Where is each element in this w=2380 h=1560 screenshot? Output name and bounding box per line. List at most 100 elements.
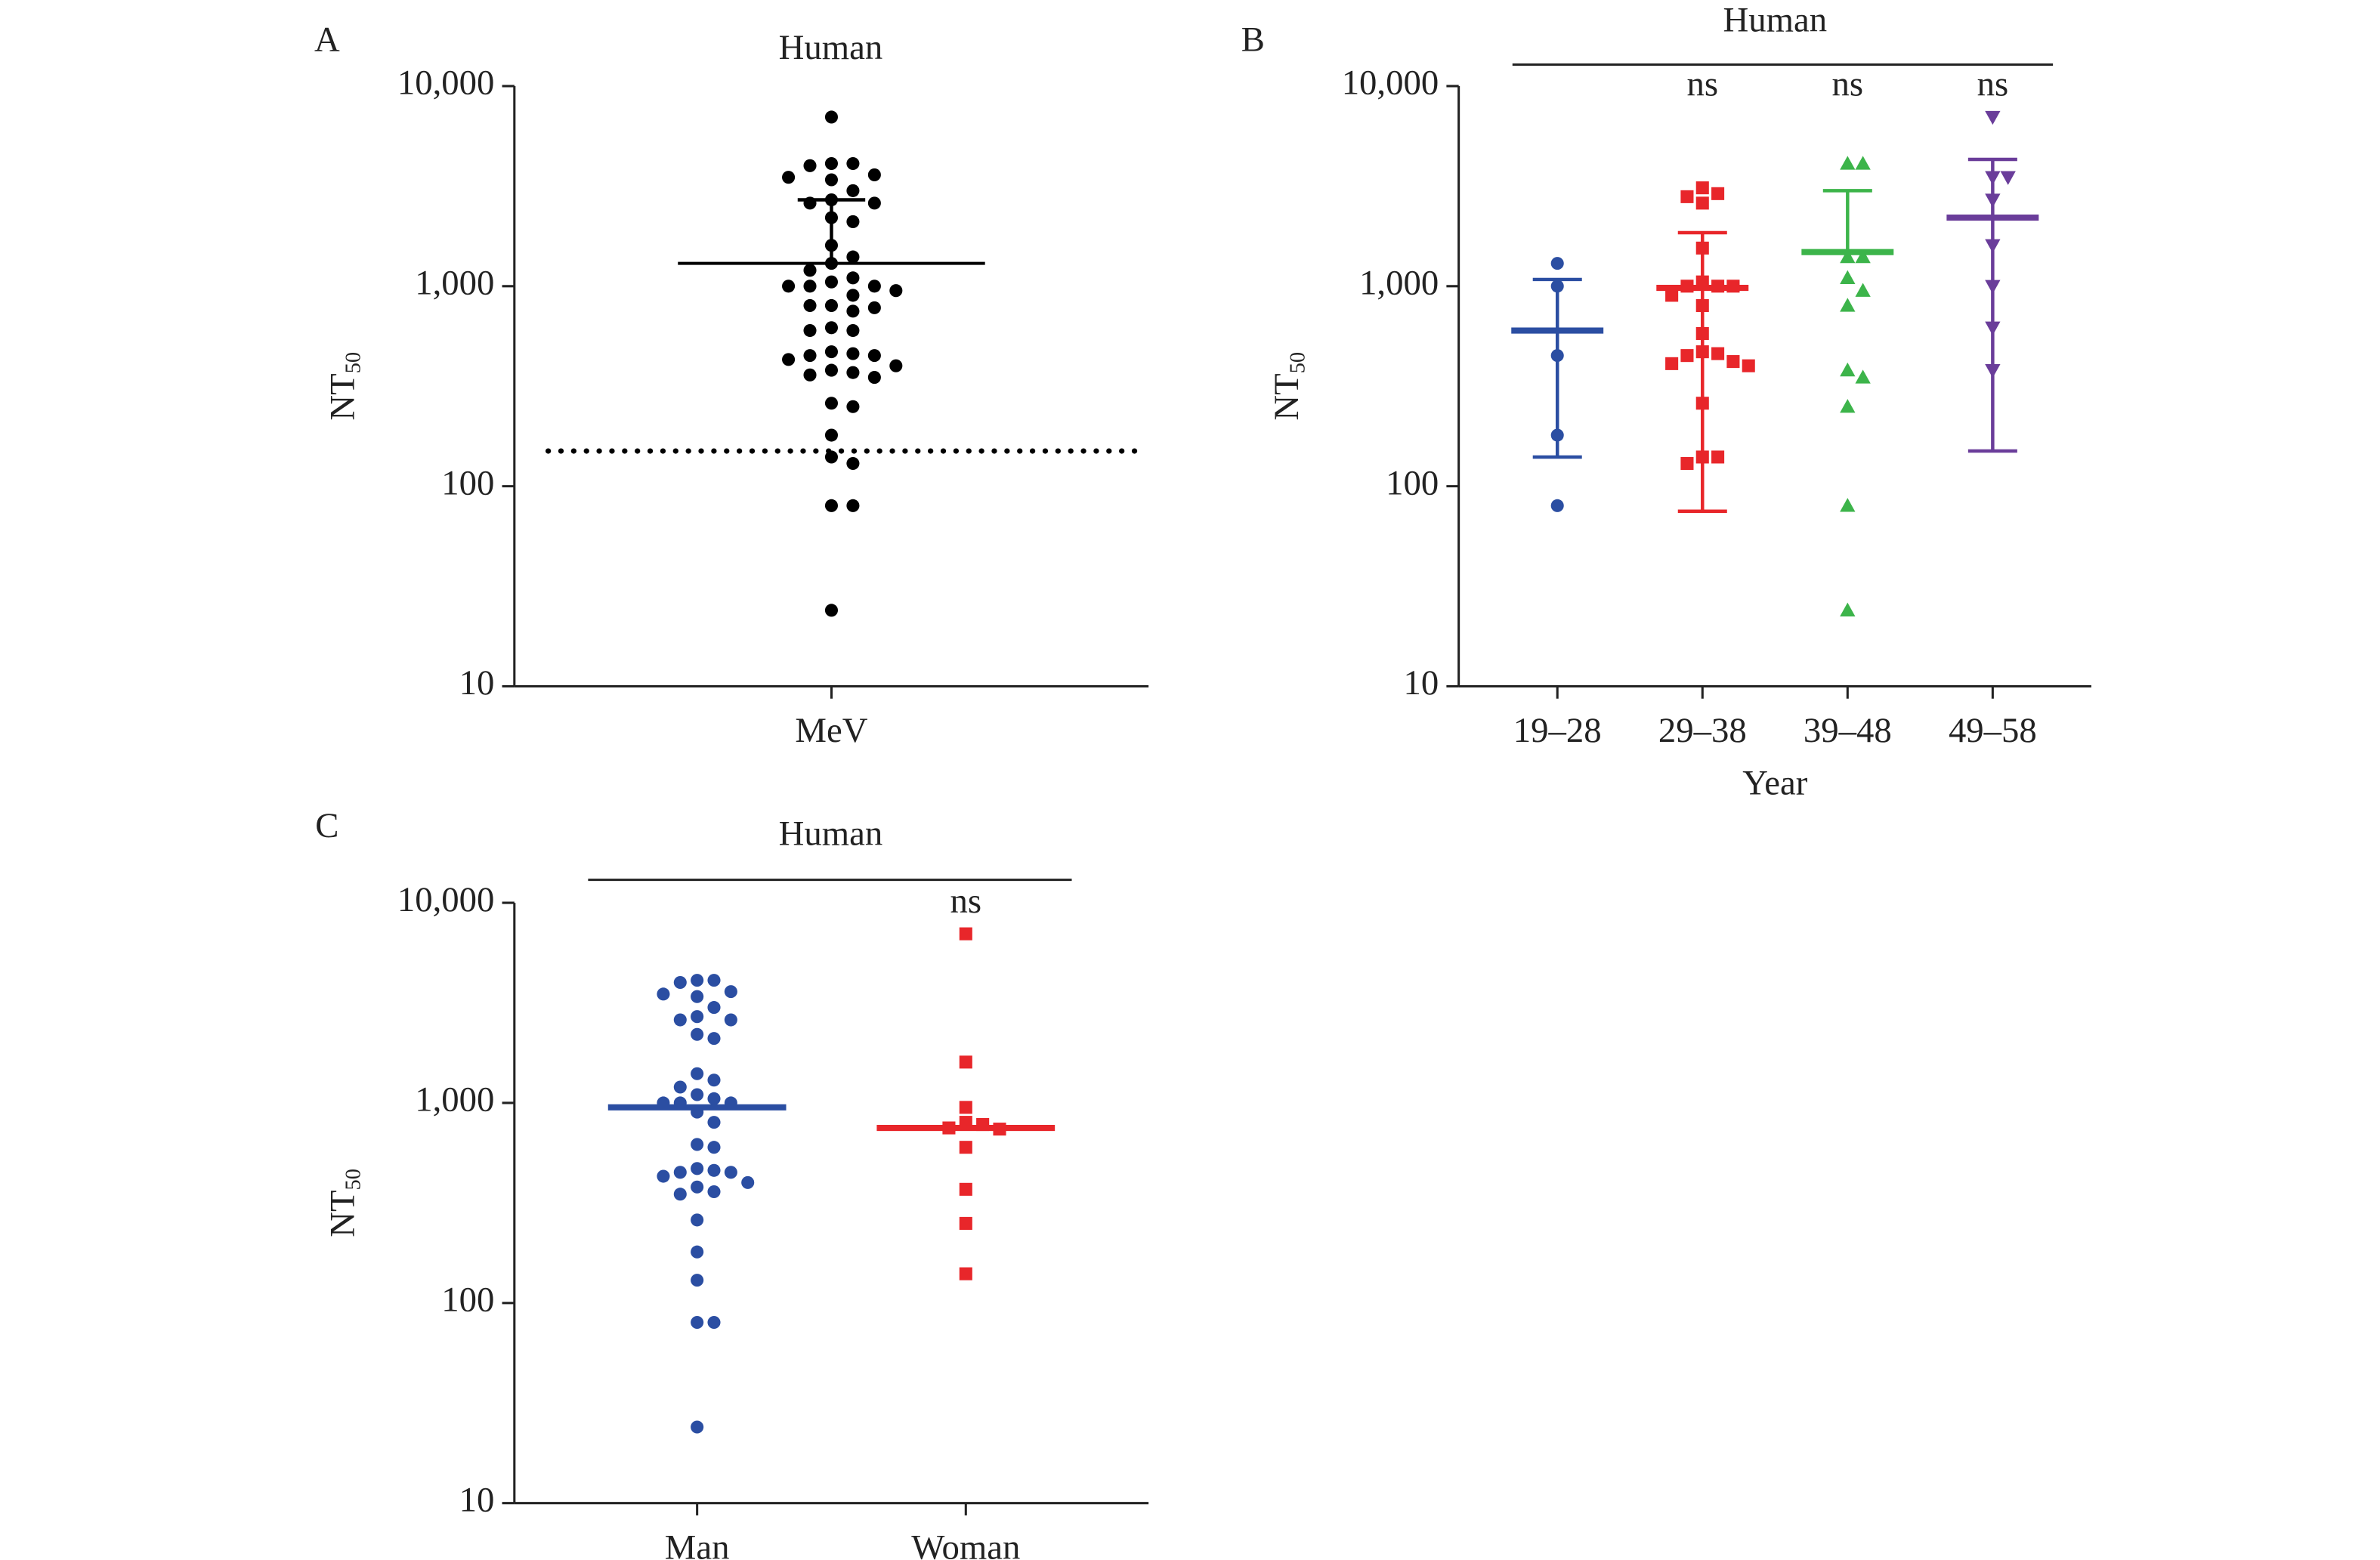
data-point xyxy=(691,1420,704,1434)
data-point xyxy=(1855,283,1871,297)
data-point xyxy=(707,1001,721,1015)
data-point xyxy=(724,985,737,999)
significance-label: ns xyxy=(950,882,982,921)
data-point xyxy=(1695,241,1709,255)
y-tick-label: 10 xyxy=(1403,663,1439,703)
data-point xyxy=(707,1032,721,1046)
data-point xyxy=(824,275,839,289)
data-point xyxy=(691,1010,704,1024)
data-point xyxy=(1695,298,1709,312)
data-point xyxy=(846,215,860,228)
data-point xyxy=(824,211,839,224)
data-point xyxy=(1840,498,1856,512)
data-point xyxy=(673,1188,687,1201)
data-point xyxy=(707,1141,721,1154)
data-point xyxy=(724,1166,737,1179)
data-point xyxy=(1711,187,1725,200)
significance-label: ns xyxy=(1832,65,1864,104)
data-point xyxy=(846,324,860,338)
data-point xyxy=(1550,428,1564,442)
data-point xyxy=(824,428,839,442)
data-point xyxy=(1840,362,1856,377)
data-point xyxy=(1840,270,1856,284)
data-point xyxy=(846,347,860,360)
data-point xyxy=(846,366,860,379)
data-point xyxy=(673,1080,687,1094)
data-point xyxy=(846,271,860,285)
panel-label: B xyxy=(1241,20,1265,60)
panel-title: Human xyxy=(779,28,883,67)
data-point xyxy=(1711,450,1725,464)
data-point xyxy=(846,250,860,264)
data-point xyxy=(741,1175,755,1189)
y-axis-label: NT50 xyxy=(323,1169,365,1237)
y-tick-label: 10,000 xyxy=(397,880,495,919)
data-point xyxy=(824,345,839,359)
x-axis-label: Year xyxy=(1742,763,1808,802)
data-point xyxy=(1840,249,1856,264)
data-point xyxy=(691,1162,704,1175)
data-point xyxy=(824,321,839,335)
panel-label: C xyxy=(315,806,338,845)
data-point xyxy=(1550,349,1564,363)
data-point xyxy=(867,301,881,314)
y-tick-label: 100 xyxy=(441,463,494,502)
data-point xyxy=(1695,181,1709,195)
data-point xyxy=(707,1163,721,1177)
y-label-sub: 50 xyxy=(342,1169,365,1190)
data-point xyxy=(707,1092,721,1105)
x-tick-label: 49–58 xyxy=(1949,711,2037,750)
data-point xyxy=(1985,321,2001,335)
data-point xyxy=(1985,239,2001,253)
data-point xyxy=(673,1166,687,1179)
x-tick-label: 29–38 xyxy=(1658,711,1747,750)
y-label-main: NT xyxy=(323,373,362,420)
data-point xyxy=(824,298,839,312)
data-point xyxy=(846,289,860,302)
data-point xyxy=(824,173,839,187)
data-point xyxy=(959,1216,972,1230)
y-tick-label: 10,000 xyxy=(1342,63,1439,103)
significance-label: ns xyxy=(1977,65,2009,104)
data-point xyxy=(824,450,839,464)
panel-title: Human xyxy=(779,814,883,853)
data-point xyxy=(691,1138,704,1151)
data-point xyxy=(803,196,817,210)
data-point xyxy=(803,349,817,363)
data-point xyxy=(959,1267,972,1280)
x-tick-label: Woman xyxy=(911,1528,1020,1560)
data-point xyxy=(1711,347,1725,360)
data-point xyxy=(1855,369,1871,384)
data-point xyxy=(959,1141,972,1154)
data-point xyxy=(707,1185,721,1199)
y-tick-label: 1,000 xyxy=(415,264,494,303)
data-point xyxy=(707,1315,721,1330)
data-point xyxy=(824,110,839,124)
data-point xyxy=(707,974,721,987)
data-point xyxy=(2000,171,2016,185)
data-point xyxy=(824,239,839,252)
data-point xyxy=(824,604,839,617)
data-point xyxy=(1840,298,1856,312)
data-point xyxy=(867,196,881,210)
data-point xyxy=(673,975,687,990)
data-point xyxy=(691,990,704,1003)
data-point xyxy=(824,156,839,171)
data-point xyxy=(867,371,881,385)
data-point xyxy=(867,280,881,293)
data-point xyxy=(1695,397,1709,410)
data-point xyxy=(724,1013,737,1027)
data-point xyxy=(782,280,796,293)
data-point xyxy=(824,363,839,377)
y-axis-label: NT50 xyxy=(1267,352,1309,421)
data-point xyxy=(691,1245,704,1259)
data-point xyxy=(803,324,817,338)
data-point xyxy=(959,927,972,941)
data-point xyxy=(1985,193,2001,208)
data-point xyxy=(846,156,860,171)
data-point xyxy=(1695,196,1709,210)
data-point xyxy=(1680,349,1694,363)
data-point xyxy=(803,298,817,312)
data-point xyxy=(889,359,903,372)
